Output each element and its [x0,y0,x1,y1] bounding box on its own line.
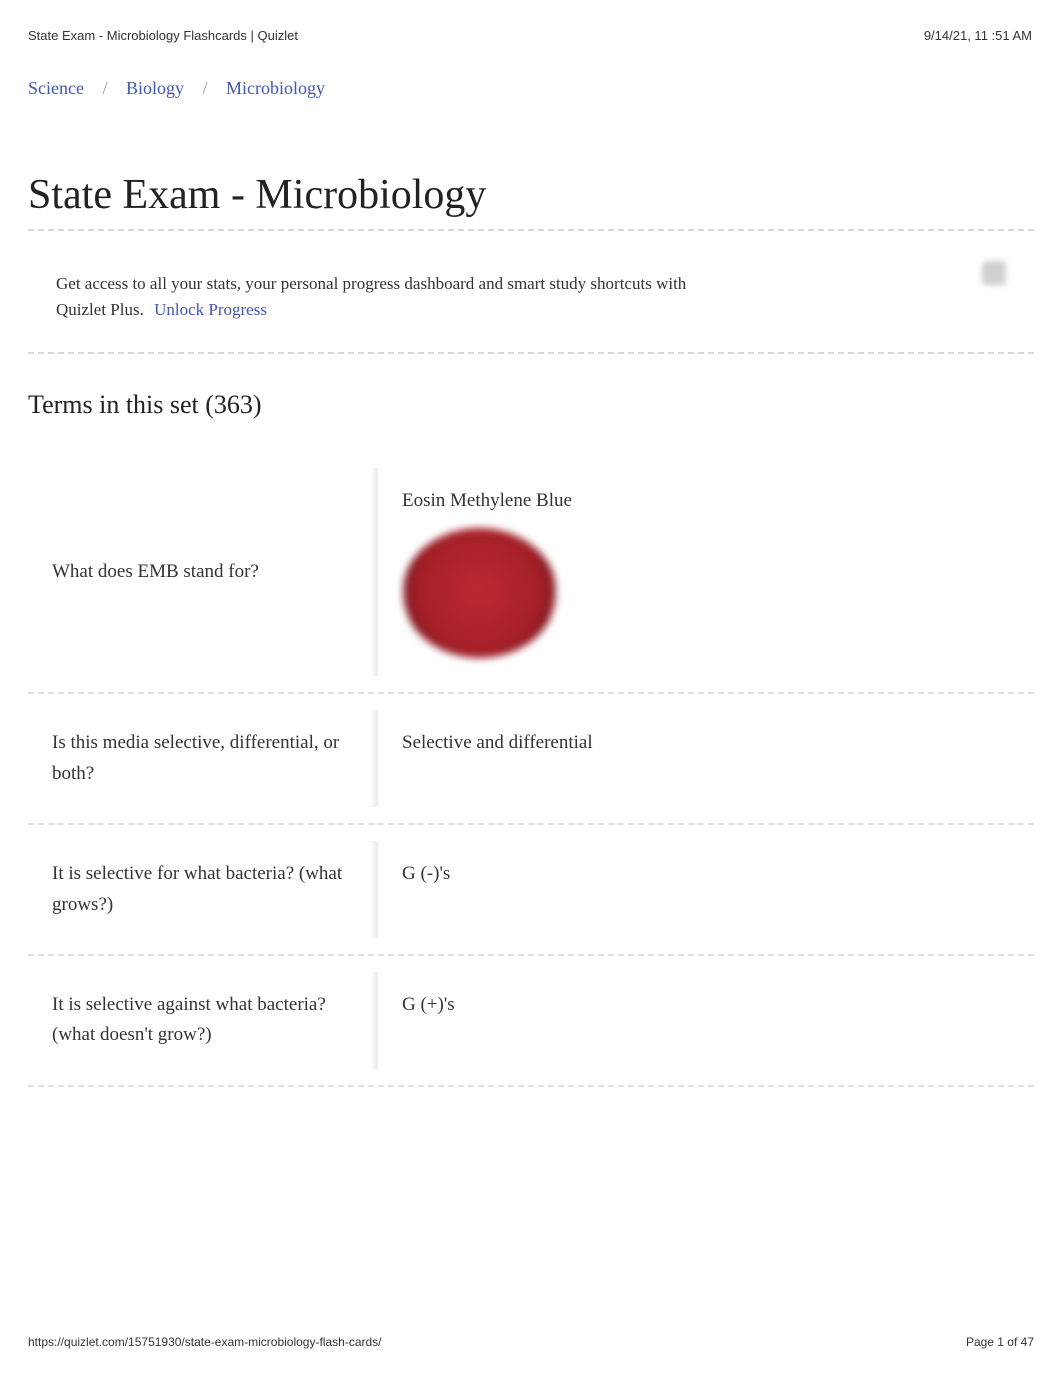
flashcard: It is selective for what bacteria? (what… [28,833,1034,946]
promo-banner: Get access to all your stats, your perso… [28,271,1034,322]
header-left: State Exam - Microbiology Flashcards | Q… [28,28,298,43]
unlock-progress-link[interactable]: Unlock Progress [154,300,267,319]
card-answer[interactable]: G (+)'s [378,964,1034,1077]
card-question[interactable]: What does EMB stand for? [28,460,378,684]
header-right: 9/14/21, 11 :51 AM [924,28,1032,43]
flashcard: Is this media selective, differential, o… [28,702,1034,815]
footer-page: Page 1 of 47 [966,1335,1034,1349]
question-text: It is selective for what bacteria? (what… [52,859,354,920]
card-question[interactable]: It is selective against what bacteria? (… [28,964,378,1077]
breadcrumb-science[interactable]: Science [28,78,84,98]
flashcard: It is selective against what bacteria? (… [28,964,1034,1077]
breadcrumb-microbiology[interactable]: Microbiology [226,78,325,98]
question-text: It is selective against what bacteria? (… [52,990,354,1051]
main-content: Science / Biology / Microbiology State E… [0,43,1062,1077]
terms-heading: Terms in this set (363) [28,390,1034,420]
footer-url: https://quizlet.com/15751930/state-exam-… [28,1335,382,1349]
breadcrumb-separator: / [102,78,107,98]
answer-text: Selective and differential [402,732,593,753]
divider [28,352,1034,354]
page-print-footer: https://quizlet.com/15751930/state-exam-… [28,1335,1034,1349]
page-print-header: State Exam - Microbiology Flashcards | Q… [0,0,1062,43]
answer-text: G (-)'s [402,863,450,884]
petri-dish-image [402,528,557,658]
card-answer[interactable]: G (-)'s [378,833,1034,946]
divider [28,229,1034,231]
card-question[interactable]: It is selective for what bacteria? (what… [28,833,378,946]
breadcrumb-separator: / [203,78,208,98]
flashcard: What does EMB stand for? Eosin Methylene… [28,460,1034,684]
question-text: What does EMB stand for? [52,557,259,587]
breadcrumb: Science / Biology / Microbiology [28,78,1034,99]
promo-icon [982,261,1006,285]
question-text: Is this media selective, differential, o… [52,728,354,789]
card-question[interactable]: Is this media selective, differential, o… [28,702,378,815]
promo-message: Get access to all your stats, your perso… [56,274,686,319]
card-answer[interactable]: Selective and differential [378,702,1034,815]
answer-text: Eosin Methylene Blue [402,486,1010,516]
breadcrumb-biology[interactable]: Biology [126,78,184,98]
card-answer[interactable]: Eosin Methylene Blue [378,460,1034,684]
page-title: State Exam - Microbiology [28,171,1034,219]
answer-text: G (+)'s [402,994,455,1015]
promo-text: Get access to all your stats, your perso… [56,271,706,322]
